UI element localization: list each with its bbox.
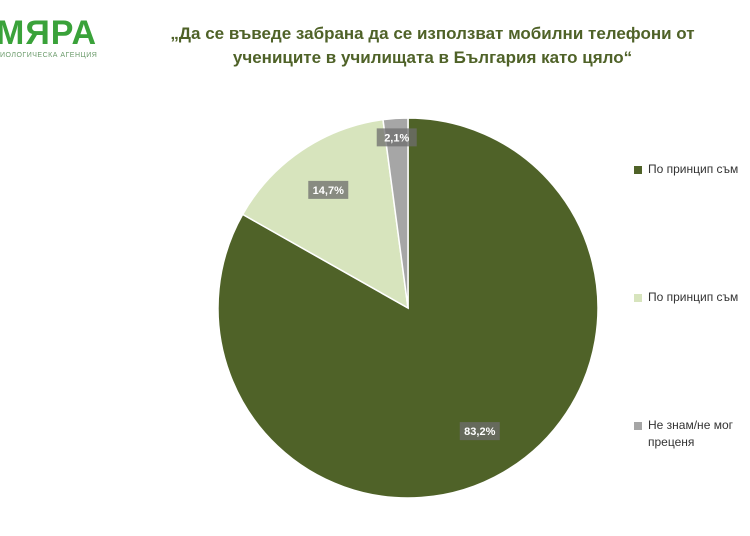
legend-swatch <box>634 422 642 430</box>
data-label: 14,7% <box>313 185 344 197</box>
legend-label: По принцип съм <box>648 162 739 176</box>
data-label-box <box>376 128 417 147</box>
legend-swatch <box>634 294 642 302</box>
pie-slice <box>241 118 409 310</box>
pie-slice <box>382 117 409 309</box>
data-label-box <box>459 422 500 441</box>
logo: МЯРА <box>0 14 98 52</box>
logo-tagline: ИОЛОГИЧЕСКА АГЕНЦИЯ <box>0 52 98 59</box>
chart-title: „Да се въведе забрана да се използват мо… <box>170 24 695 67</box>
legend-label: По принцип съм <box>648 290 739 304</box>
legend-swatch <box>634 166 642 174</box>
data-label: 83,2% <box>464 426 495 438</box>
data-label-box <box>308 180 349 199</box>
legend-label: Не знам/не мог преценя <box>648 418 733 449</box>
data-label: 2,1% <box>384 132 409 144</box>
